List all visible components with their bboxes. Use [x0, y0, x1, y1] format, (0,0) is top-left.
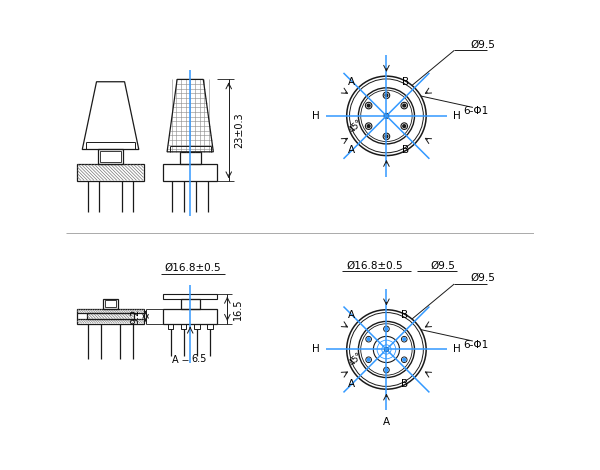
Circle shape	[367, 104, 370, 107]
Text: Ø9.5: Ø9.5	[470, 273, 496, 283]
Text: A: A	[348, 378, 355, 389]
Circle shape	[367, 338, 370, 341]
Text: A: A	[348, 145, 355, 155]
Bar	[179, 152, 201, 164]
Text: B: B	[401, 310, 408, 321]
Text: A: A	[383, 417, 390, 427]
Text: A: A	[348, 310, 355, 321]
Text: A: A	[172, 355, 179, 365]
Circle shape	[367, 358, 370, 361]
Text: Ø16.8±0.5: Ø16.8±0.5	[164, 263, 221, 273]
Circle shape	[385, 328, 388, 330]
Text: 45°: 45°	[348, 118, 364, 134]
Bar	[163, 164, 217, 181]
Text: 16.5: 16.5	[233, 298, 242, 320]
Bar	[163, 294, 217, 298]
Circle shape	[385, 135, 388, 138]
Text: H: H	[313, 111, 320, 121]
Circle shape	[385, 348, 388, 352]
Circle shape	[403, 358, 406, 361]
Bar	[77, 164, 145, 181]
Circle shape	[385, 94, 388, 97]
Text: 9.2: 9.2	[130, 309, 140, 324]
Circle shape	[403, 104, 406, 107]
Text: Ø9.5: Ø9.5	[431, 260, 455, 270]
Bar	[207, 324, 212, 329]
Text: H: H	[452, 111, 460, 121]
Text: Ø9.5: Ø9.5	[470, 39, 496, 49]
Bar	[181, 298, 200, 309]
Bar	[77, 319, 145, 324]
Text: 6.5: 6.5	[191, 354, 206, 364]
Text: B: B	[401, 77, 409, 87]
Bar	[106, 300, 116, 307]
Text: H: H	[452, 345, 460, 354]
Bar	[100, 151, 121, 162]
Circle shape	[384, 114, 389, 118]
Text: H: H	[313, 345, 320, 354]
Bar	[194, 324, 200, 329]
Bar	[163, 309, 217, 324]
Text: Ø16.8±0.5: Ø16.8±0.5	[346, 260, 403, 270]
Text: B: B	[401, 378, 408, 389]
Bar	[87, 313, 134, 319]
Text: 45°: 45°	[348, 351, 364, 367]
Text: 23±0.3: 23±0.3	[234, 112, 244, 148]
Text: B: B	[401, 145, 409, 155]
Circle shape	[403, 125, 406, 127]
Circle shape	[367, 125, 370, 127]
Bar	[103, 298, 118, 309]
Text: 6-Φ1: 6-Φ1	[464, 106, 489, 116]
Circle shape	[385, 368, 388, 371]
Text: 6-Φ1: 6-Φ1	[464, 340, 489, 350]
Text: A: A	[348, 77, 355, 87]
Bar	[77, 309, 145, 313]
Bar	[98, 149, 124, 164]
Bar	[168, 324, 173, 329]
Circle shape	[403, 338, 406, 341]
Bar	[181, 324, 187, 329]
